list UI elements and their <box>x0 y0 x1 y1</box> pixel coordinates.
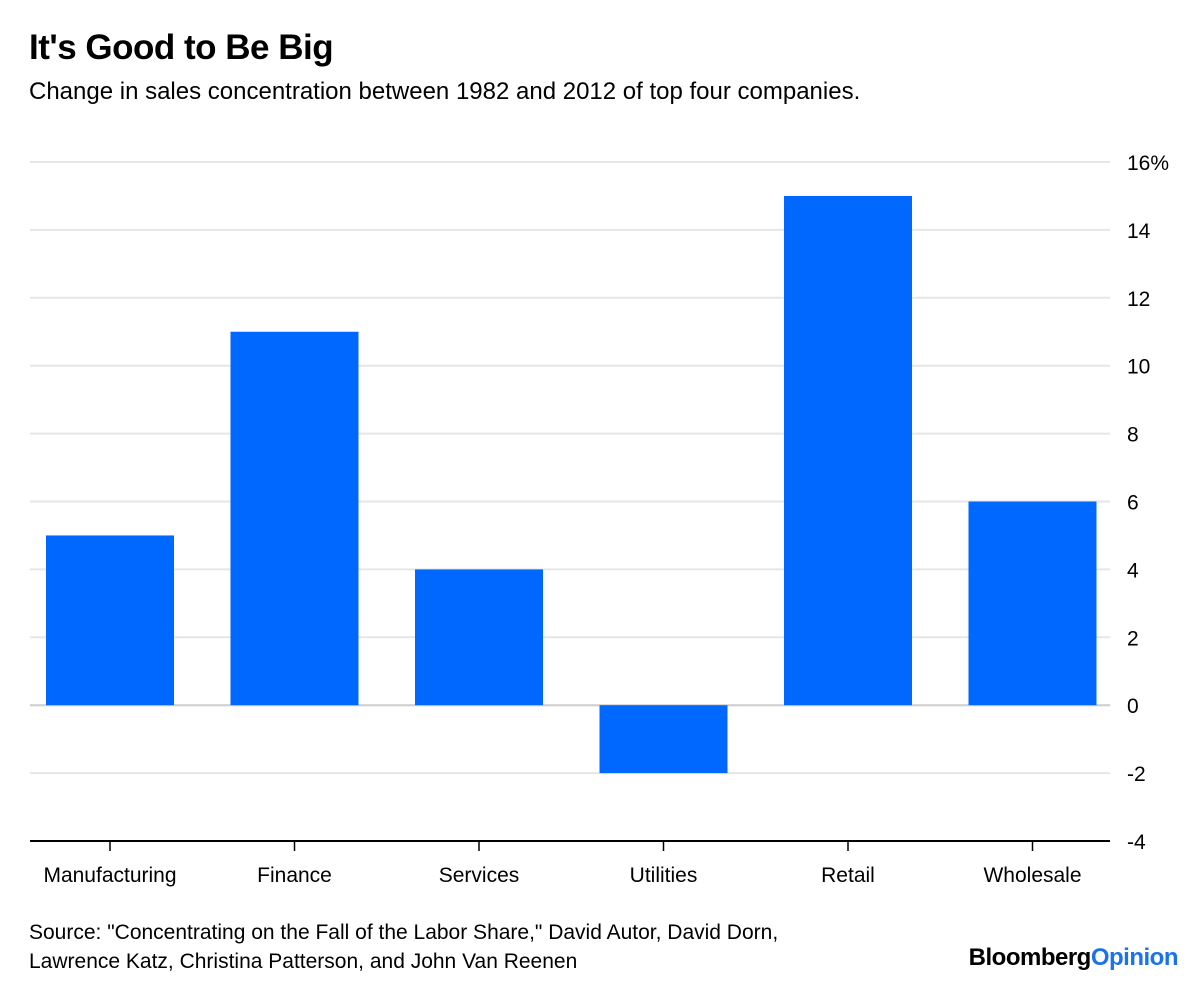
x-tick-label: Wholesale <box>983 864 1081 887</box>
source-line-2: Lawrence Katz, Christina Patterson, and … <box>29 950 578 973</box>
chart-subtitle: Change in sales concentration between 19… <box>29 78 861 105</box>
bar-services <box>415 569 543 706</box>
chart-title: It's Good to Be Big <box>29 28 334 67</box>
y-tick-label: 14 <box>1127 220 1151 243</box>
x-tick-label: Services <box>439 864 520 887</box>
y-tick-label: 12 <box>1127 288 1150 311</box>
y-tick-label: 16% <box>1127 152 1169 175</box>
x-tick-label: Utilities <box>630 864 698 887</box>
y-tick-label: 6 <box>1127 492 1139 515</box>
y-tick-label: -4 <box>1127 831 1146 854</box>
x-tick-label: Retail <box>821 864 875 887</box>
source-line-1: Source: "Concentrating on the Fall of th… <box>29 921 779 944</box>
bars <box>46 195 1097 774</box>
source-note: Source: "Concentrating on the Fall of th… <box>29 918 929 976</box>
bar-manufacturing <box>46 535 174 706</box>
y-tick-label: 0 <box>1127 695 1139 718</box>
y-tick-label: 4 <box>1127 559 1139 582</box>
y-tick-label: -2 <box>1127 763 1146 786</box>
logo-opinion: Opinion <box>1090 944 1179 971</box>
x-tick-label: Manufacturing <box>43 864 176 887</box>
y-tick-label: 8 <box>1127 424 1139 447</box>
bar-finance <box>230 331 359 706</box>
y-tick-label: 10 <box>1127 356 1150 379</box>
y-tick-label: 2 <box>1127 627 1139 650</box>
bar-retail <box>784 195 912 706</box>
bar-wholesale <box>968 501 1097 706</box>
bar-chart: 16% 14 12 10 8 6 4 2 0 -2 -4 Manufacturing Finance S… <box>30 152 1169 887</box>
gridlines <box>30 161 1110 775</box>
y-axis-ticks: 16% 14 12 10 8 6 4 2 0 -2 -4 <box>1127 152 1169 854</box>
bar-utilities <box>599 705 728 774</box>
x-axis: Manufacturing Finance Services Utilities Ret… <box>30 840 1110 887</box>
logo-bloomberg: Bloomberg <box>968 944 1092 971</box>
x-tick-label: Finance <box>257 864 332 887</box>
bloomberg-opinion-logo: BloombergOpinion <box>968 944 1179 972</box>
